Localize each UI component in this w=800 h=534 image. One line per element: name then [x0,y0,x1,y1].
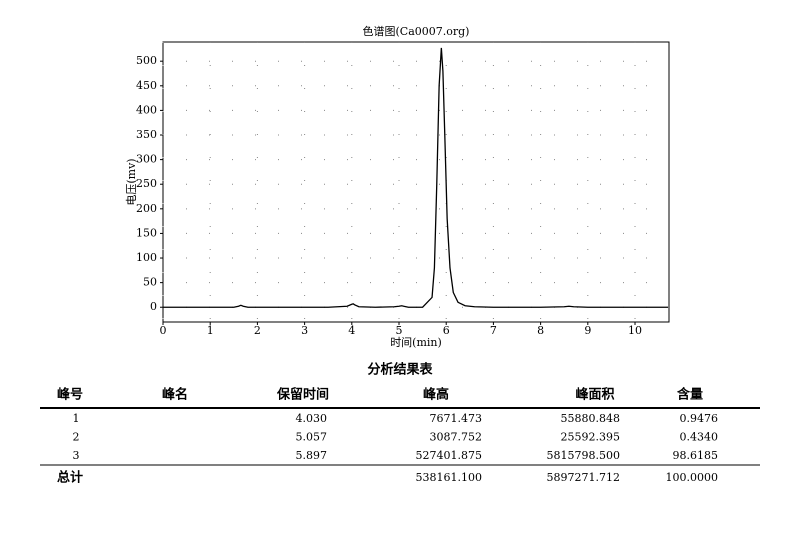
chart-title: 色谱图(Ca0007.org) [363,24,470,38]
table-title: 分析结果表 [367,362,433,378]
y-tick-label: 300 [136,153,157,166]
y-tick-label: 250 [136,177,157,190]
x-tick-label: 4 [348,324,355,337]
table-header: 峰高 [423,387,449,403]
x-tick-label: 9 [584,324,591,337]
table-cell: 2 [73,431,80,444]
table-cell: 4.030 [296,412,328,425]
table-cell: 98.6185 [673,449,719,462]
x-tick-label: 2 [254,324,261,337]
table-header: 保留时间 [276,387,329,403]
table-cell: 1 [73,412,80,425]
x-tick-label: 0 [160,324,167,337]
x-tick-label: 5 [396,324,403,337]
x-tick-label: 8 [537,324,544,337]
y-tick-label: 0 [150,300,157,313]
y-tick-label: 50 [143,276,157,289]
table-cell: 5.057 [296,431,328,444]
x-tick-label: 7 [490,324,497,337]
y-axis-label: 电压(mv) [125,158,138,205]
table-header: 峰面积 [575,387,614,403]
table-header: 含量 [676,387,703,403]
y-tick-label: 200 [136,202,157,215]
table-cell: 3087.752 [430,431,483,444]
y-tick-label: 400 [136,103,157,116]
x-tick-label: 1 [207,324,214,337]
total-cell: 538161.100 [416,471,482,484]
y-tick-label: 350 [136,128,157,141]
table-cell: 0.9476 [680,412,719,425]
trace [163,47,669,308]
table-cell: 3 [73,449,80,462]
y-tick-label: 500 [136,54,157,67]
table-cell: 527401.875 [416,449,482,462]
x-tick-label: 6 [443,324,450,337]
table-cell: 25592.395 [561,431,621,444]
x-tick-label: 10 [628,324,642,337]
x-tick-label: 3 [301,324,308,337]
total-cell: 100.0000 [666,471,719,484]
table-cell: 55880.848 [561,412,621,425]
table-cell: 0.4340 [680,431,719,444]
table-header: 峰名 [162,387,188,403]
y-tick-label: 150 [136,226,157,239]
table-header: 峰号 [57,387,83,403]
table-cell: 7671.473 [430,412,483,425]
total-cell: 5897271.712 [547,471,620,484]
plot-frame [162,41,670,323]
y-tick-label: 450 [136,79,157,92]
table-cell: 5815798.500 [547,449,620,462]
x-axis-label: 时间(min) [390,336,442,349]
table-cell: 5.897 [296,449,328,462]
total-label: 总计 [57,470,83,486]
y-tick-label: 100 [136,251,157,264]
